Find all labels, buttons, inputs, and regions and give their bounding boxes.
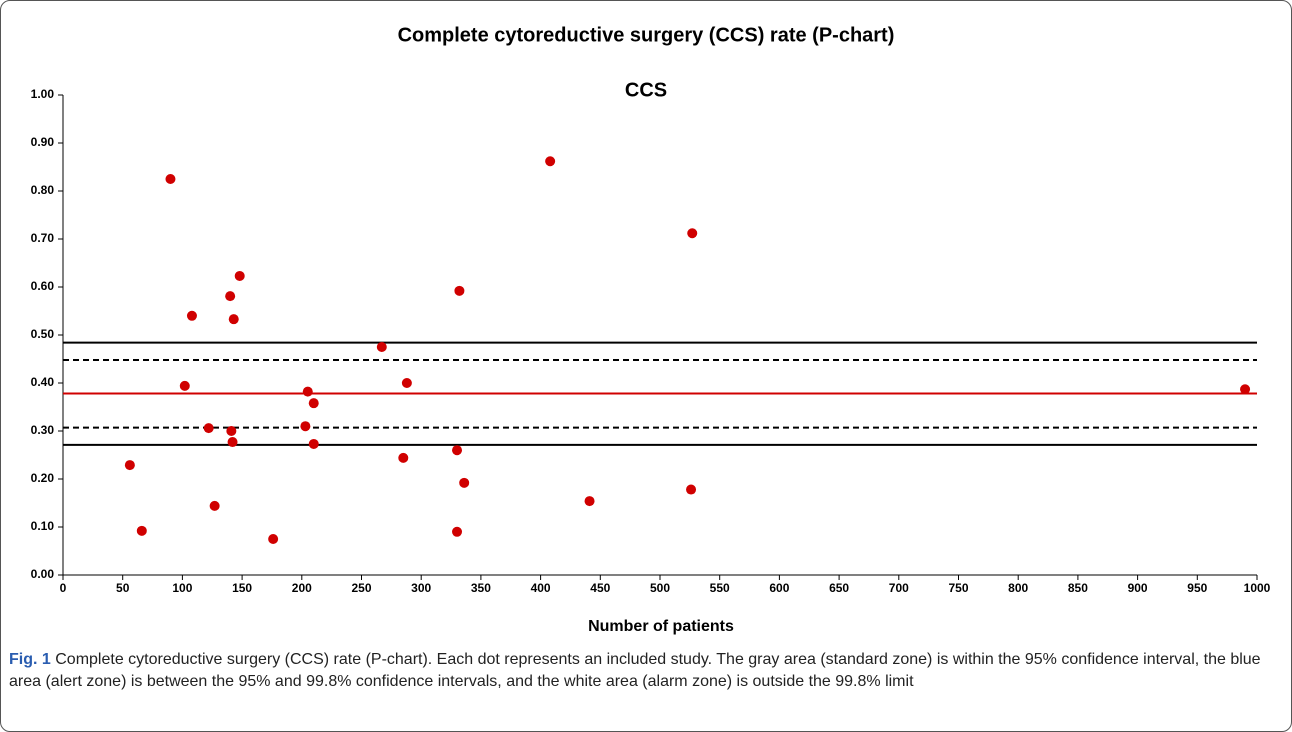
y-tick-label: 0.20 (31, 471, 55, 485)
x-tick-label: 600 (769, 581, 789, 595)
point (268, 534, 279, 544)
y-tick-label: 0.90 (31, 135, 55, 149)
point (179, 380, 190, 391)
chart-title: Complete cytoreductive surgery (CCS) rat… (398, 24, 895, 46)
x-tick-label: 450 (590, 581, 610, 595)
x-tick-label: 150 (232, 581, 252, 595)
x-axis-label: Number of patients (588, 618, 734, 635)
x-tick-label: 950 (1187, 581, 1207, 595)
point (302, 386, 313, 397)
x-tick-label: 0 (60, 581, 67, 595)
point (227, 437, 238, 448)
point (203, 423, 214, 434)
point (124, 460, 135, 471)
point (452, 445, 463, 456)
y-tick-label: 0.00 (31, 567, 55, 581)
point (186, 310, 197, 321)
caption: Fig. 1 Complete cytoreductive surgery (C… (9, 649, 1279, 693)
point (376, 342, 387, 352)
x-tick-label: 50 (116, 581, 130, 595)
x-tick-label: 250 (351, 581, 371, 595)
point (226, 426, 237, 436)
caption-text: Complete cytoreductive surgery (CCS) rat… (9, 651, 1261, 690)
x-tick-label: 900 (1128, 581, 1148, 595)
point (454, 285, 465, 296)
point (228, 314, 239, 325)
x-tick-label: 300 (411, 581, 431, 595)
point (165, 174, 176, 184)
x-tick-label: 350 (471, 581, 491, 595)
point (452, 526, 463, 537)
point (300, 421, 311, 432)
x-tick-label: 400 (531, 581, 551, 595)
x-tick-label: 850 (1068, 581, 1088, 595)
point (225, 291, 236, 302)
point (459, 477, 470, 488)
x-tick-label: 800 (1008, 581, 1028, 595)
point (687, 228, 698, 239)
x-tick-label: 500 (650, 581, 670, 595)
point (584, 496, 595, 507)
y-tick-label: 1.00 (31, 87, 55, 101)
y-tick-label: 0.60 (31, 279, 55, 293)
x-tick-label: 700 (889, 581, 909, 595)
point (1240, 384, 1251, 395)
point (686, 484, 697, 495)
chart-subtitle: CCS (625, 79, 667, 101)
y-tick-label: 0.70 (31, 231, 55, 245)
point (545, 156, 556, 167)
y-tick-label: 0.10 (31, 519, 55, 533)
caption-label: Fig. 1 (9, 651, 51, 668)
x-tick-label: 650 (829, 581, 849, 595)
y-tick-label: 0.80 (31, 183, 55, 197)
chart: Complete cytoreductive surgery (CCS) rat… (31, 24, 1271, 635)
point (308, 398, 319, 409)
x-tick-label: 1000 (1244, 581, 1271, 595)
x-tick-label: 100 (172, 581, 192, 595)
point (234, 270, 245, 281)
point (308, 438, 319, 449)
y-tick-label: 0.30 (31, 423, 55, 437)
y-tick-label: 0.40 (31, 375, 55, 389)
point (209, 500, 220, 511)
x-tick-label: 550 (710, 581, 730, 595)
point (136, 525, 147, 536)
point (398, 452, 409, 463)
x-tick-label: 200 (292, 581, 312, 595)
x-tick-label: 750 (948, 581, 968, 595)
y-tick-label: 0.50 (31, 327, 55, 341)
point (401, 378, 412, 388)
